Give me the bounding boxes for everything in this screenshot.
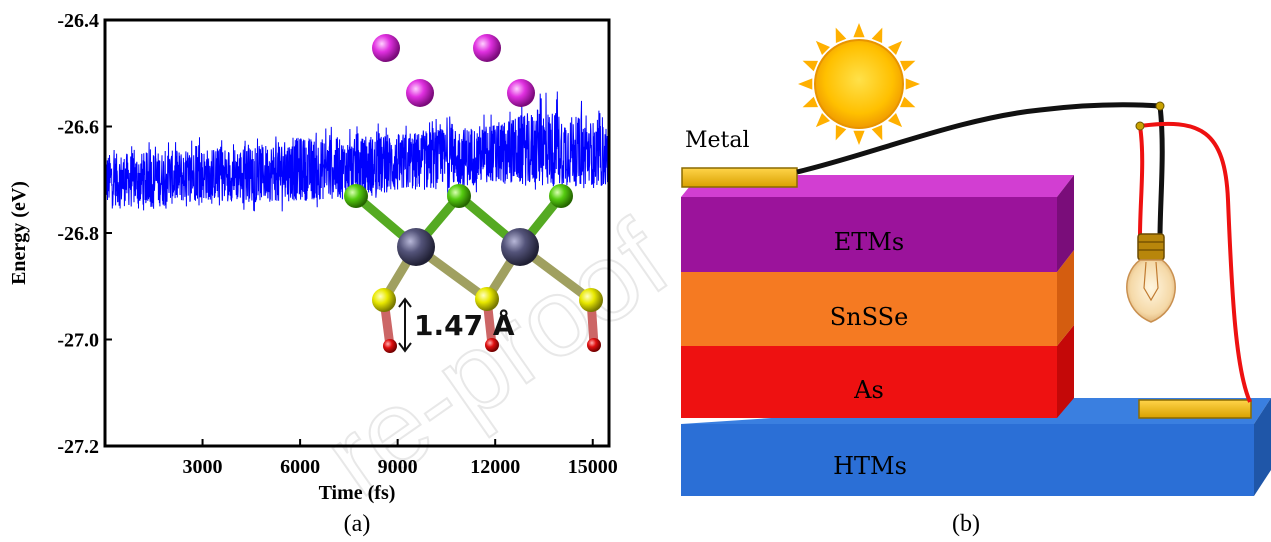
atom-magenta — [473, 34, 501, 62]
x-axis: 3000 6000 9000 12000 15000 — [183, 439, 618, 478]
atom-green — [549, 184, 573, 208]
layer-snsse: SnSSe — [681, 250, 1074, 346]
atom-green — [447, 184, 471, 208]
energy-trace — [105, 91, 609, 212]
sun-ray — [802, 96, 818, 108]
x-axis-label: Time (fs) — [319, 482, 396, 504]
y-tick-label: -27.2 — [57, 436, 99, 458]
layer-label-as: As — [853, 376, 884, 404]
sun-ray — [900, 60, 916, 72]
metal-contact-top: Metal — [681, 128, 798, 188]
x-tick-label: 12000 — [470, 456, 520, 478]
sun-ray — [888, 40, 903, 55]
atom-oxygen — [485, 338, 499, 352]
atom-sulfur — [579, 288, 603, 312]
atom-magenta — [372, 34, 400, 62]
panel-a: 1.47 Å -26.4 -26.6 -26.8 -27.0 -27.2 3000 600… — [8, 10, 618, 537]
sun-ray — [802, 60, 818, 72]
sun-ray — [888, 113, 903, 128]
light-bulb-icon — [1126, 233, 1176, 323]
black-wire — [796, 102, 1161, 175]
y-tick-label: -27.0 — [57, 330, 99, 352]
energy-series-line — [105, 91, 609, 212]
red-wire-right — [1139, 121, 1252, 403]
panel-b-caption: (b) — [952, 511, 980, 537]
sun-ray — [798, 78, 813, 90]
x-tick-label: 3000 — [183, 456, 223, 478]
layer-etm: ETMs — [681, 175, 1074, 272]
layer-label-htm: HTMs — [833, 452, 907, 480]
atom-tin — [501, 228, 539, 266]
atom-sulfur — [475, 287, 499, 311]
black-wire-down — [1157, 105, 1165, 239]
wire-terminal — [1135, 121, 1145, 131]
sun-ray — [815, 113, 830, 128]
sun-icon — [798, 23, 920, 145]
layer-as: As — [681, 325, 1074, 418]
metal-contact-bottom — [1138, 399, 1252, 419]
y-axis-label: Energy (eV) — [8, 181, 30, 285]
atom-magenta — [406, 79, 434, 107]
sun-ray — [815, 40, 830, 55]
x-tick-label: 9000 — [378, 456, 418, 478]
metal-label: Metal — [685, 128, 750, 153]
atom-oxygen — [383, 339, 397, 353]
sun-ray — [900, 96, 916, 108]
x-tick-label: 6000 — [280, 456, 320, 478]
sun-ray — [853, 23, 865, 38]
layer-label-etm: ETMs — [834, 228, 904, 256]
x-tick-label: 15000 — [568, 456, 618, 478]
sun-ray — [835, 27, 847, 43]
sun-ray — [835, 125, 847, 141]
sun-ray — [871, 125, 883, 141]
molecule-inset: 1.47 Å — [344, 34, 603, 353]
bond-length-arrow — [398, 297, 412, 353]
y-tick-label: -26.8 — [57, 223, 99, 245]
sun-ray — [905, 78, 920, 90]
sun-ray — [871, 27, 883, 43]
panel-a-caption: (a) — [344, 511, 371, 537]
wire-terminal — [1155, 101, 1165, 111]
atom-green — [344, 184, 368, 208]
atom-oxygen — [587, 338, 601, 352]
atom-magenta — [507, 79, 535, 107]
layer-label-snsse: SnSSe — [830, 303, 909, 331]
atom-tin — [397, 228, 435, 266]
y-axis: -26.4 -26.6 -26.8 -27.0 -27.2 — [57, 10, 112, 458]
y-tick-label: -26.6 — [57, 117, 99, 139]
atom-sulfur — [372, 288, 396, 312]
sun-ray — [853, 130, 865, 145]
red-wire — [1138, 125, 1145, 237]
y-tick-label: -26.4 — [57, 10, 99, 32]
panel-b: HTMs As SnSSe ETMs Metal — [681, 23, 1271, 537]
bond-length-label: 1.47 Å — [414, 308, 515, 342]
